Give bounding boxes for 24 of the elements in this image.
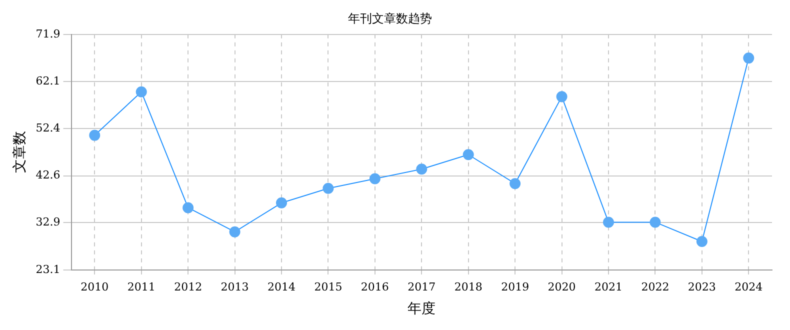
y-tick-label: 32.9 xyxy=(36,216,60,229)
y-tick-label: 52.4 xyxy=(36,121,60,134)
x-tick-label: 2021 xyxy=(594,280,622,294)
x-axis-title: 年度 xyxy=(408,301,436,318)
y-tick-label: 42.6 xyxy=(36,168,60,182)
x-tick-label: 2012 xyxy=(174,280,202,294)
x-tick-label: 2020 xyxy=(548,280,576,294)
y-tick-label: 71.9 xyxy=(36,27,60,40)
x-tick-label: 2022 xyxy=(641,280,670,294)
x-tick-label: 2011 xyxy=(127,280,156,294)
x-tick-label: 2010 xyxy=(80,280,109,294)
x-tick-label: 2015 xyxy=(314,280,342,294)
x-tick-label: 2017 xyxy=(408,280,436,294)
x-tick-label: 2019 xyxy=(501,280,530,294)
y-tick-label: 23.1 xyxy=(36,262,60,276)
y-tick-label: 62.1 xyxy=(36,74,60,88)
x-tick-label: 2023 xyxy=(688,280,716,294)
y-axis-title: 文章数 xyxy=(12,131,28,174)
x-tick-label: 2013 xyxy=(220,280,249,294)
x-tick-label: 2014 xyxy=(268,280,296,294)
chart-title: 年刊文章数趋势 xyxy=(348,11,432,26)
x-tick-label: 2018 xyxy=(454,280,482,294)
x-tick-label: 2016 xyxy=(360,280,389,294)
x-tick-label: 2024 xyxy=(734,280,763,294)
